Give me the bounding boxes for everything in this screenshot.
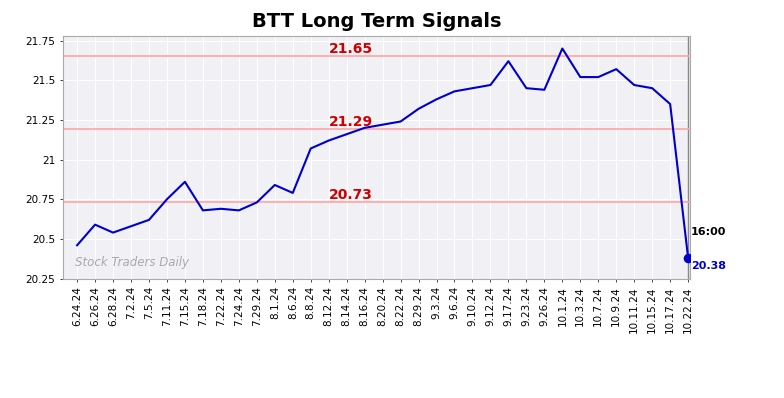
Title: BTT Long Term Signals: BTT Long Term Signals bbox=[252, 12, 501, 31]
Text: 20.73: 20.73 bbox=[329, 188, 373, 203]
Text: 16:00: 16:00 bbox=[691, 227, 726, 237]
Text: Stock Traders Daily: Stock Traders Daily bbox=[75, 256, 189, 269]
Text: 20.38: 20.38 bbox=[691, 261, 726, 271]
Point bbox=[682, 255, 695, 261]
Text: 21.29: 21.29 bbox=[329, 115, 373, 129]
Text: 21.65: 21.65 bbox=[329, 43, 373, 57]
